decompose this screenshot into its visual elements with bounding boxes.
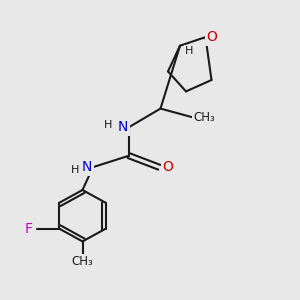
Text: N: N bbox=[82, 160, 92, 174]
Text: O: O bbox=[206, 30, 217, 44]
Text: O: O bbox=[163, 160, 173, 174]
Text: H: H bbox=[71, 165, 79, 175]
Text: CH₃: CH₃ bbox=[72, 255, 93, 268]
Text: CH₃: CH₃ bbox=[193, 111, 215, 124]
Text: H: H bbox=[104, 120, 112, 130]
Text: N: N bbox=[118, 120, 128, 134]
Text: F: F bbox=[25, 222, 33, 236]
Text: H: H bbox=[185, 46, 193, 56]
